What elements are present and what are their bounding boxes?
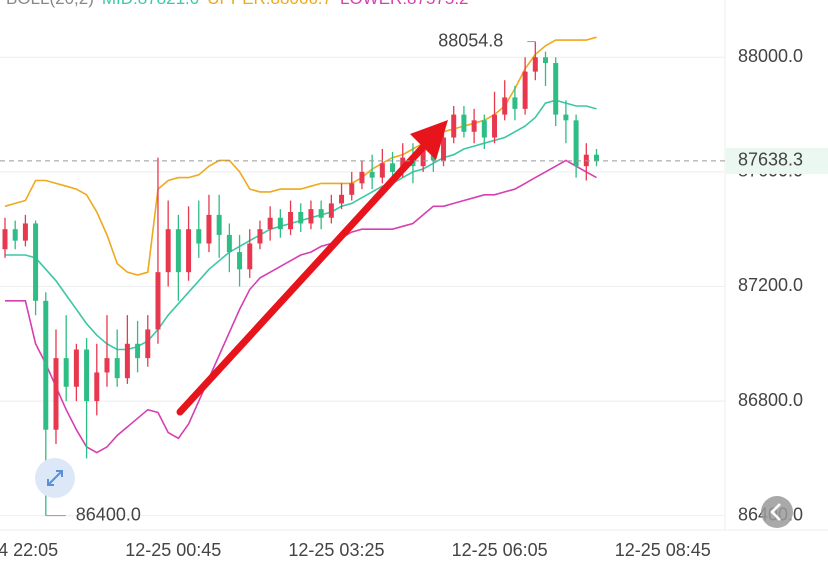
candle-body	[512, 97, 518, 109]
candle-body	[216, 214, 222, 235]
candle-body	[308, 209, 314, 224]
candle-body	[22, 223, 28, 241]
candle-body	[328, 203, 334, 218]
candle-body	[206, 214, 212, 244]
legend-entry: UPPER:88066.7	[207, 0, 332, 8]
scroll-icon	[770, 503, 781, 521]
candles	[2, 41, 600, 516]
candle-body	[349, 183, 355, 195]
candle-body	[165, 229, 171, 273]
candle-body	[12, 229, 18, 241]
indicator-name: BOLL(20,2)	[6, 0, 94, 8]
candle-body	[63, 358, 69, 387]
candle-body	[369, 171, 375, 178]
candle-body	[420, 148, 426, 167]
expand-icon	[47, 470, 63, 486]
candle-body	[53, 358, 59, 430]
candle-body	[155, 272, 161, 330]
candle-body	[43, 300, 49, 430]
x-tick-label: 12-25 00:45	[125, 540, 221, 560]
candle-body	[84, 349, 90, 402]
candle-body	[573, 120, 579, 167]
candle-body	[288, 212, 294, 230]
candle-body	[145, 329, 151, 359]
annotation-label: 88054.8	[438, 30, 503, 50]
candle-body	[175, 229, 181, 273]
y-tick-label: 86800.0	[738, 390, 803, 410]
candle-body	[135, 343, 141, 359]
x-tick-label: 12-25 03:25	[288, 540, 384, 560]
candle-body	[390, 163, 396, 172]
candle-body	[594, 154, 600, 161]
candle-body	[33, 223, 39, 301]
legend-entry: MID:87821.0	[102, 0, 199, 8]
indicator-legend: BOLL(20,2) MID:87821.0 UPPER:88066.7 LOWER:…	[6, 0, 469, 8]
annotation-label: 86400.0	[76, 504, 141, 524]
arrow-head	[410, 120, 448, 160]
arrow-shaft	[176, 141, 429, 416]
candle-body	[492, 114, 498, 138]
candle-body	[257, 229, 263, 244]
candle-body	[522, 71, 528, 109]
candle-body	[461, 114, 467, 132]
candle-body	[267, 217, 273, 230]
x-tick-label: 12-25 08:45	[615, 540, 711, 560]
candle-body	[73, 349, 79, 387]
candle-body	[543, 57, 549, 64]
candle-body	[532, 57, 538, 72]
candle-body	[226, 234, 232, 253]
candle-body	[196, 229, 202, 244]
candle-body	[186, 229, 192, 273]
last-price-label: 87638.3	[738, 150, 803, 170]
candle-body	[104, 358, 110, 373]
candle-body	[114, 358, 120, 379]
candle-body	[247, 243, 253, 270]
x-tick-label: 12-25 06:05	[452, 540, 548, 560]
candle-body	[471, 120, 477, 132]
legend-entry: LOWER:87575.2	[340, 0, 469, 8]
candle-body	[502, 97, 508, 115]
candle-body	[553, 63, 559, 115]
grid	[0, 56, 725, 517]
candle-body	[124, 343, 130, 379]
candle-body	[441, 137, 447, 161]
last-price-tag	[726, 147, 828, 174]
y-tick-label: 88000.0	[738, 46, 803, 66]
y-tick-label: 87200.0	[738, 275, 803, 295]
candle-body	[451, 114, 457, 138]
candle-body	[277, 217, 283, 230]
candle-body	[298, 212, 304, 224]
candle-body	[318, 209, 324, 218]
candle-body	[481, 120, 487, 138]
candle-body	[359, 171, 365, 184]
candle-body	[563, 114, 569, 121]
candle-body	[237, 252, 243, 270]
expand-button[interactable]	[35, 458, 75, 498]
scroll-circle[interactable]	[761, 496, 793, 528]
scroll-button[interactable]	[761, 496, 793, 528]
arrow	[176, 120, 448, 416]
overlay: BOLL(20,2) MID:87821.0 UPPER:88066.7 LOWER:…	[0, 0, 828, 524]
x-tick-label: 12-24 22:05	[0, 540, 58, 560]
candle-body	[2, 229, 8, 250]
candle-body	[379, 163, 385, 178]
band-line	[4, 36, 597, 276]
candle-body	[94, 372, 100, 402]
band-line	[5, 159, 597, 454]
candle-body	[339, 194, 345, 204]
